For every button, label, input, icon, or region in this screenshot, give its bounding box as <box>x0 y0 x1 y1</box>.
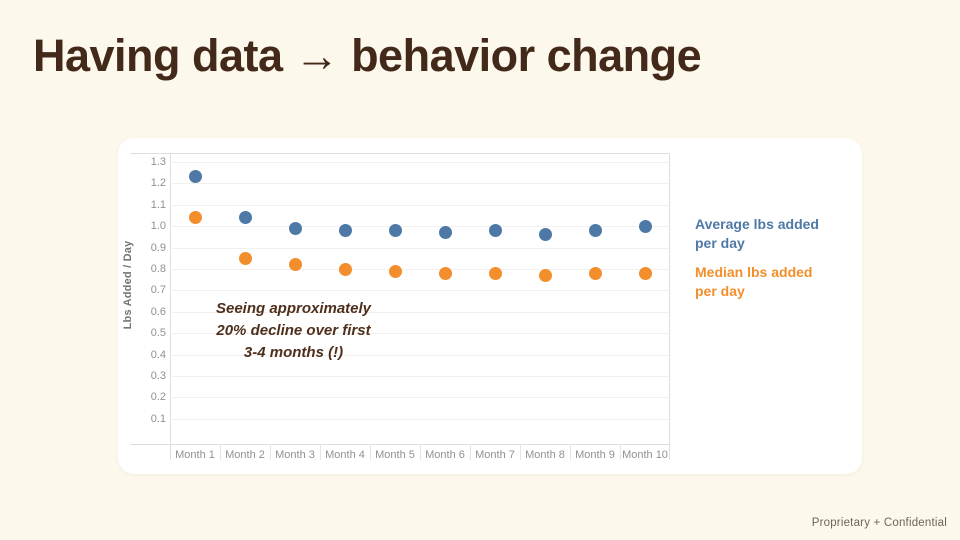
x-axis-separator <box>570 444 571 460</box>
y-axis-tick-label: 1.2 <box>150 177 166 189</box>
y-axis-tick-label: 0.4 <box>150 349 166 361</box>
x-axis-label: Month 3 <box>275 449 315 461</box>
x-axis-separator <box>420 444 421 460</box>
data-point-average <box>439 226 452 239</box>
x-axis-label: Month 9 <box>575 449 615 461</box>
chart-annotation: Seeing approximately 20% decline over fir… <box>206 298 381 364</box>
axis-line-left <box>170 153 171 460</box>
y-axis-tick-label: 0.1 <box>150 413 166 425</box>
x-axis-separator <box>470 444 471 460</box>
data-point-median <box>339 263 352 276</box>
axis-line-right <box>669 153 670 460</box>
y-axis-tick-label: 0.5 <box>150 327 166 339</box>
slide-title: Having data → behavior change <box>33 30 702 81</box>
data-point-median <box>489 267 502 280</box>
annotation-line: 3-4 months (!) <box>243 344 344 361</box>
data-point-median <box>389 265 402 278</box>
legend-item-median: Median lbs added per day <box>695 264 813 299</box>
x-axis-label: Month 6 <box>425 449 465 461</box>
y-axis-tick-label: 0.8 <box>150 263 166 275</box>
gridline <box>170 397 669 398</box>
x-axis-labels: Month 1 Month 2 Month 3 Month 4 Month 5 Month… <box>170 444 669 462</box>
gridline <box>170 333 669 334</box>
data-point-average <box>489 224 502 237</box>
legend-item-average: Average lbs added per day <box>695 216 819 251</box>
confidentiality-notice: Proprietary + Confidential <box>811 517 947 529</box>
chart-card: Lbs Added / Day 1.3 1.2 1.1 1.0 0.9 0.8 0.7 0.6… <box>118 138 862 474</box>
gridline <box>170 269 669 270</box>
data-point-average <box>389 224 402 237</box>
data-point-average <box>189 170 202 183</box>
y-axis-tick-label: 0.7 <box>150 284 166 296</box>
x-axis-label: Month 10 <box>622 449 668 461</box>
x-axis-label: Month 2 <box>225 449 265 461</box>
chart-pane <box>170 153 669 444</box>
x-axis-separator <box>220 444 221 460</box>
y-axis-tick-label: 0.6 <box>150 306 166 318</box>
gridline <box>170 162 669 163</box>
y-axis-tick-label: 1.3 <box>150 156 166 168</box>
data-point-average <box>239 211 252 224</box>
x-axis-label: Month 5 <box>375 449 415 461</box>
data-point-median <box>439 267 452 280</box>
x-axis-separator <box>620 444 621 460</box>
y-axis-tick-label: 1.1 <box>150 199 166 211</box>
data-point-median <box>289 258 302 271</box>
x-axis-label: Month 8 <box>525 449 565 461</box>
data-point-median <box>189 211 202 224</box>
gridline <box>170 290 669 291</box>
x-axis-separator <box>370 444 371 460</box>
x-axis-label: Month 7 <box>475 449 515 461</box>
data-point-median <box>239 252 252 265</box>
gridline <box>170 183 669 184</box>
x-axis-separator <box>520 444 521 460</box>
gridline <box>170 312 669 313</box>
data-point-average <box>289 222 302 235</box>
x-axis-label: Month 4 <box>325 449 365 461</box>
data-point-median <box>539 269 552 282</box>
data-point-average <box>539 228 552 241</box>
data-point-average <box>639 220 652 233</box>
y-axis-tick-label: 0.9 <box>150 242 166 254</box>
gridline <box>170 355 669 356</box>
annotation-line: Seeing approximately <box>215 300 372 317</box>
axis-line-bottom <box>130 444 669 445</box>
data-point-median <box>639 267 652 280</box>
x-axis-separator <box>320 444 321 460</box>
gridline <box>170 248 669 249</box>
y-axis-tick-label: 0.3 <box>150 370 166 382</box>
x-axis-label: Month 1 <box>175 449 215 461</box>
y-axis-tick-label: 0.2 <box>150 391 166 403</box>
gridline <box>170 419 669 420</box>
gridline <box>170 226 669 227</box>
data-point-average <box>339 224 352 237</box>
gridline <box>170 376 669 377</box>
axis-line-top <box>130 153 669 154</box>
annotation-line: 20% decline over first <box>216 322 371 339</box>
x-axis-separator <box>270 444 271 460</box>
data-point-average <box>589 224 602 237</box>
data-point-median <box>589 267 602 280</box>
y-axis-tick-label: 1.0 <box>150 220 166 232</box>
gridline <box>170 205 669 206</box>
chart-legend: Average lbs added per day Median lbs add… <box>695 215 829 311</box>
